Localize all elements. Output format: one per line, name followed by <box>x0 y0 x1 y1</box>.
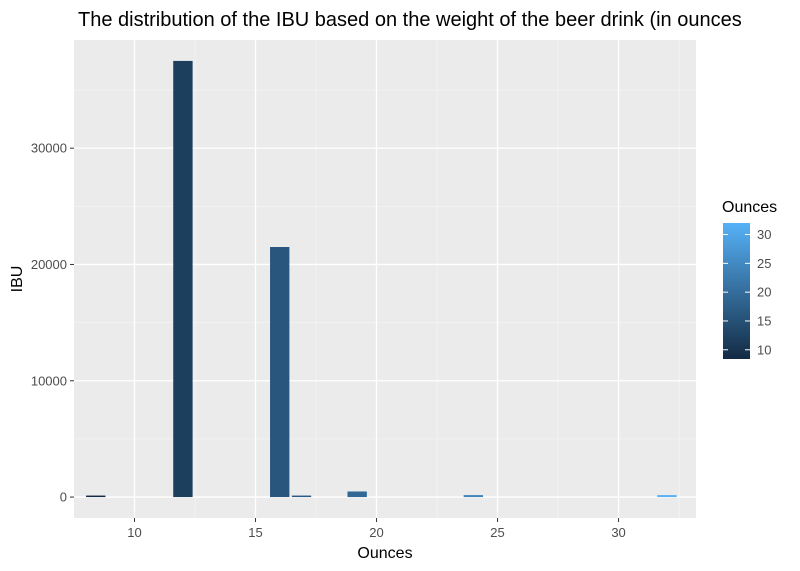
colorbar-legend: Ounces 10 15 20 25 30 <box>722 199 777 359</box>
x-tick-label: 25 <box>490 525 504 540</box>
x-tick-label: 10 <box>127 525 141 540</box>
bar-series <box>86 60 677 498</box>
y-axis-ticks: 0 10000 20000 30000 <box>31 141 74 505</box>
chart-title: The distribution of the IBU based on the… <box>78 9 742 31</box>
y-tick-label: 10000 <box>31 373 67 388</box>
colorbar-label: 10 <box>757 342 771 357</box>
colorbar-label: 25 <box>757 256 771 271</box>
x-axis-ticks: 10 15 20 25 30 <box>127 518 626 540</box>
x-tick-label: 20 <box>369 525 383 540</box>
y-tick-label: 0 <box>60 490 67 505</box>
y-tick-label: 30000 <box>31 141 67 156</box>
bar <box>291 495 312 498</box>
major-gridlines <box>74 40 696 518</box>
colorbar-label: 30 <box>757 227 771 242</box>
bar <box>173 60 193 498</box>
bar <box>463 495 484 498</box>
legend-title: Ounces <box>722 199 777 216</box>
colorbar <box>723 223 750 359</box>
bar <box>657 495 677 498</box>
colorbar-label: 15 <box>757 313 771 328</box>
plot-panel <box>74 40 696 518</box>
colorbar-ticks: 10 15 20 25 30 <box>723 227 771 357</box>
y-axis-label: IBU <box>9 266 26 293</box>
y-tick-label: 20000 <box>31 257 67 272</box>
bar <box>86 495 106 498</box>
x-tick-label: 15 <box>248 525 262 540</box>
x-tick-label: 30 <box>611 525 625 540</box>
bar <box>270 247 290 498</box>
x-axis-label: Ounces <box>357 545 412 562</box>
colorbar-label: 20 <box>757 285 771 300</box>
bar <box>347 491 367 498</box>
